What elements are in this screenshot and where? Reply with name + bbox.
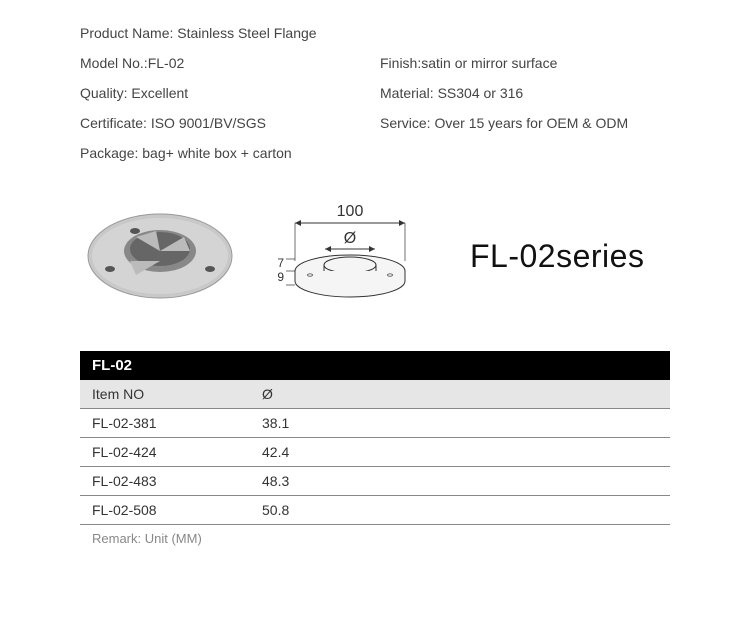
label: Package: [80, 145, 142, 161]
spec-material: Material: SS304 or 316 [380, 85, 670, 101]
table-header: Item NO Ø [80, 380, 670, 409]
label: Quality: [80, 85, 131, 101]
label: Material: [380, 85, 438, 101]
spec-product-name: Product Name: Stainless Steel Flange [80, 25, 670, 41]
table-title: FL-02 [80, 351, 670, 380]
value: Stainless Steel Flange [177, 25, 316, 41]
cell-dia: 48.3 [262, 473, 658, 489]
value: ISO 9001/BV/SGS [151, 115, 266, 131]
cell-dia: 50.8 [262, 502, 658, 518]
label: Model No.: [80, 55, 148, 71]
value: bag+ white box + carton [142, 145, 291, 161]
spec-finish: Finish:satin or mirror surface [380, 55, 670, 71]
series-label: FL-02series [470, 238, 644, 275]
flange-dimension-drawing: 100 Ø 7 9 [270, 201, 430, 311]
table-row: FL-02-483 48.3 [80, 467, 670, 496]
table-row: FL-02-424 42.4 [80, 438, 670, 467]
spec-quality: Quality: Excellent [80, 85, 380, 101]
cell-dia: 38.1 [262, 415, 658, 431]
table-row: FL-02-508 50.8 [80, 496, 670, 525]
col-diameter: Ø [262, 386, 658, 402]
label: Service: [380, 115, 434, 131]
value: Excellent [131, 85, 188, 101]
table-row: FL-02-381 38.1 [80, 409, 670, 438]
cell-item: FL-02-483 [92, 473, 262, 489]
spec-grid: Product Name: Stainless Steel Flange Mod… [80, 25, 670, 161]
svg-text:7: 7 [277, 256, 284, 270]
col-item-no: Item NO [92, 386, 262, 402]
dim-100: 100 [337, 203, 364, 220]
label: Product Name: [80, 25, 177, 41]
diameter-symbol: Ø [344, 230, 356, 247]
flange-photo [80, 201, 240, 311]
diagram-row: 100 Ø 7 9 FL-02series [80, 201, 670, 311]
table-remark: Remark: Unit (MM) [80, 525, 670, 552]
cell-item: FL-02-508 [92, 502, 262, 518]
spec-model: Model No.:FL-02 [80, 55, 380, 71]
spec-certificate: Certificate: ISO 9001/BV/SGS [80, 115, 380, 131]
label: Finish: [380, 55, 421, 71]
cell-item: FL-02-424 [92, 444, 262, 460]
value: SS304 or 316 [438, 85, 524, 101]
spec-table: FL-02 Item NO Ø FL-02-381 38.1 FL-02-424… [80, 351, 670, 552]
spec-package: Package: bag+ white box + carton [80, 145, 670, 161]
value: FL-02 [148, 55, 185, 71]
cell-dia: 42.4 [262, 444, 658, 460]
cell-item: FL-02-381 [92, 415, 262, 431]
label: Certificate: [80, 115, 151, 131]
value: Over 15 years for OEM & ODM [434, 115, 628, 131]
svg-text:9: 9 [277, 270, 284, 284]
spec-service: Service: Over 15 years for OEM & ODM [380, 115, 670, 131]
value: satin or mirror surface [421, 55, 557, 71]
